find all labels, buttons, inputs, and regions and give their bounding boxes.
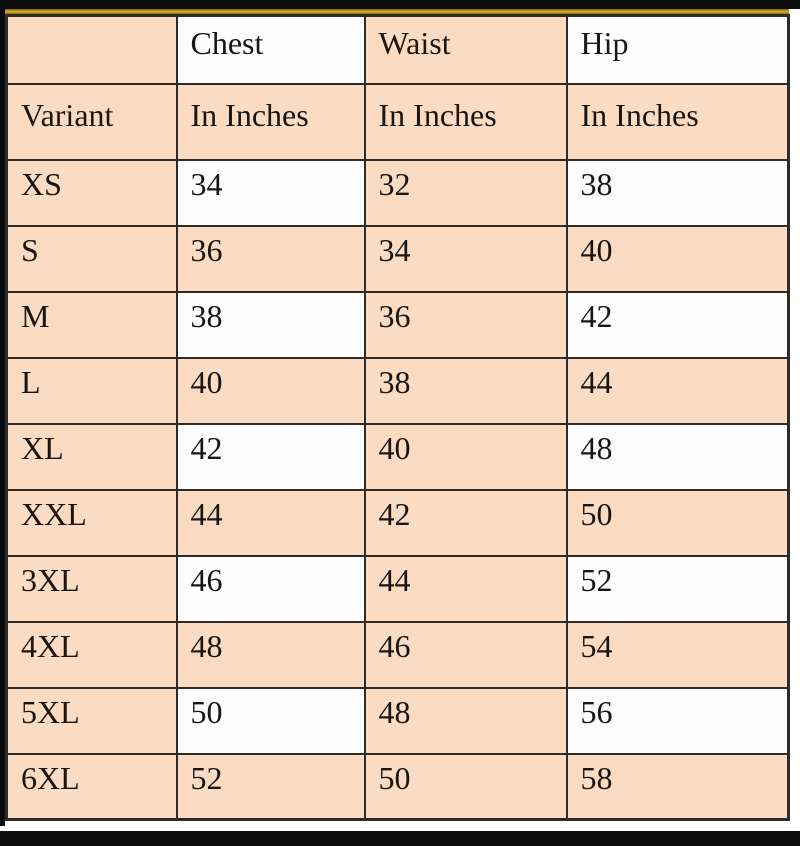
unit-cell-waist: In Inches bbox=[363, 82, 568, 161]
cell-hip: 54 bbox=[565, 620, 790, 689]
cell-chest: 42 bbox=[175, 422, 366, 491]
table-row: 4XL 48 46 54 bbox=[5, 620, 790, 689]
table-row: 6XL 52 50 58 bbox=[5, 752, 790, 821]
table-row: L 40 38 44 bbox=[5, 356, 790, 425]
cell-variant: 5XL bbox=[5, 686, 178, 755]
corner-cell bbox=[5, 14, 178, 85]
cell-chest: 40 bbox=[175, 356, 366, 425]
cell-waist: 32 bbox=[363, 158, 568, 227]
cell-chest: 38 bbox=[175, 290, 366, 359]
cell-hip: 58 bbox=[565, 752, 790, 821]
size-chart-table: Chest Waist Hip Variant In Inches In Inc… bbox=[5, 14, 790, 821]
cell-waist: 42 bbox=[363, 488, 568, 557]
cell-variant: L bbox=[5, 356, 178, 425]
header-cell-variant: Variant bbox=[5, 82, 178, 161]
gold-accent-line bbox=[0, 9, 789, 14]
cell-waist: 40 bbox=[363, 422, 568, 491]
header-cell-chest: Chest bbox=[175, 14, 366, 85]
cell-chest: 46 bbox=[175, 554, 366, 623]
table-row: 5XL 50 48 56 bbox=[5, 686, 790, 755]
header-cell-hip: Hip bbox=[565, 14, 790, 85]
cell-hip: 44 bbox=[565, 356, 790, 425]
cell-hip: 38 bbox=[565, 158, 790, 227]
cell-chest: 36 bbox=[175, 224, 366, 293]
cell-waist: 50 bbox=[363, 752, 568, 821]
cell-variant: S bbox=[5, 224, 178, 293]
cell-variant: XS bbox=[5, 158, 178, 227]
unit-cell-hip: In Inches bbox=[565, 82, 790, 161]
cell-chest: 48 bbox=[175, 620, 366, 689]
cell-hip: 42 bbox=[565, 290, 790, 359]
left-black-strip bbox=[0, 0, 5, 826]
cell-chest: 44 bbox=[175, 488, 366, 557]
cell-variant: 3XL bbox=[5, 554, 178, 623]
cell-hip: 52 bbox=[565, 554, 790, 623]
cell-waist: 36 bbox=[363, 290, 568, 359]
table-row: XS 34 32 38 bbox=[5, 158, 790, 227]
cell-hip: 56 bbox=[565, 686, 790, 755]
cell-chest: 34 bbox=[175, 158, 366, 227]
header-cell-waist: Waist bbox=[363, 14, 568, 85]
cell-variant: 4XL bbox=[5, 620, 178, 689]
cell-chest: 52 bbox=[175, 752, 366, 821]
top-black-bar bbox=[0, 0, 800, 9]
table-row: XXL 44 42 50 bbox=[5, 488, 790, 557]
cell-waist: 48 bbox=[363, 686, 568, 755]
cell-variant: M bbox=[5, 290, 178, 359]
cell-variant: 6XL bbox=[5, 752, 178, 821]
unit-cell-chest: In Inches bbox=[175, 82, 366, 161]
table-row: S 36 34 40 bbox=[5, 224, 790, 293]
header-row-measurements: Chest Waist Hip bbox=[5, 14, 790, 85]
cell-waist: 34 bbox=[363, 224, 568, 293]
header-row-units: Variant In Inches In Inches In Inches bbox=[5, 82, 790, 161]
bottom-black-bar bbox=[0, 831, 800, 846]
table-row: XL 42 40 48 bbox=[5, 422, 790, 491]
cell-chest: 50 bbox=[175, 686, 366, 755]
cell-variant: XXL bbox=[5, 488, 178, 557]
cell-waist: 38 bbox=[363, 356, 568, 425]
cell-waist: 44 bbox=[363, 554, 568, 623]
cell-variant: XL bbox=[5, 422, 178, 491]
cell-hip: 40 bbox=[565, 224, 790, 293]
cell-hip: 50 bbox=[565, 488, 790, 557]
cell-hip: 48 bbox=[565, 422, 790, 491]
cell-waist: 46 bbox=[363, 620, 568, 689]
table-row: 3XL 46 44 52 bbox=[5, 554, 790, 623]
table-row: M 38 36 42 bbox=[5, 290, 790, 359]
